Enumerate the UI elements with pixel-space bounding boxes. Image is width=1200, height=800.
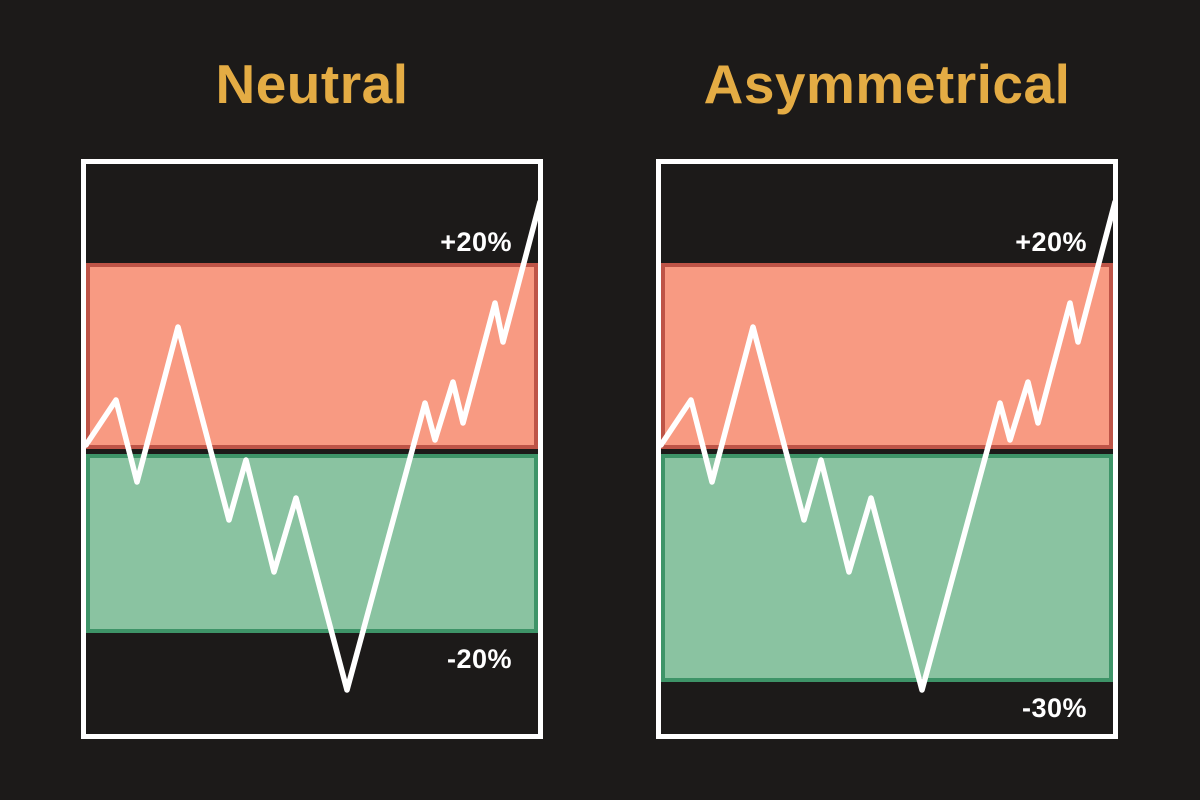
price-line-chart [661,200,1113,693]
chart-box: +20% -30% [656,159,1118,739]
take-profit-band [86,263,538,449]
panel-neutral: Neutral +20% -20% [81,0,543,800]
take-profit-label: +20% [1015,227,1087,257]
chart-box: +20% -20% [81,159,543,739]
price-line [86,200,538,693]
panel-asymmetrical: Asymmetrical +20% -30% [656,0,1118,800]
stop-loss-label: -20% [446,644,512,674]
panel-title: Asymmetrical [703,53,1071,115]
take-profit-label: +20% [440,227,512,257]
panel-title: Neutral [215,53,409,115]
price-line-chart [86,200,538,693]
chart-area: +20% -20% [86,164,538,734]
stop-loss-band [86,454,538,633]
price-line [661,200,1113,693]
stop-loss-label: -30% [1021,693,1087,723]
chart-area: +20% -30% [661,164,1113,734]
